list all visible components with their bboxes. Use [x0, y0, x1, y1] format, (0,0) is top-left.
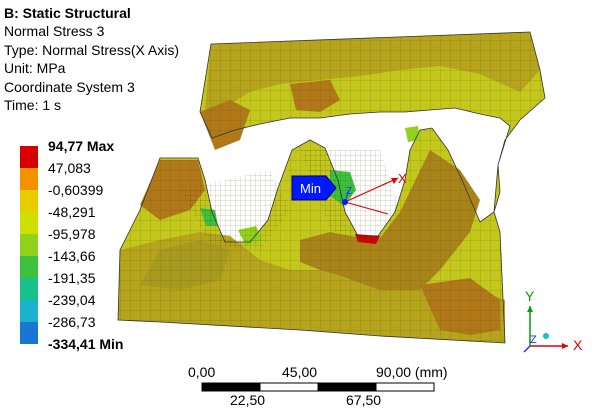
- legend-label: -239,04: [48, 292, 96, 308]
- scale-label-22-5: 22,50: [230, 392, 266, 408]
- scale-bar-graphic: [201, 382, 435, 392]
- triad-y-label: Y: [525, 288, 535, 304]
- legend-row: -191,35: [20, 270, 200, 300]
- result-type: Type: Normal Stress(X Axis): [4, 41, 180, 58]
- triad-graphic: [523, 306, 568, 353]
- legend-label: 47,083: [48, 160, 91, 176]
- legend-label: -95,978: [48, 226, 96, 242]
- legend-row: -95,978: [20, 226, 200, 256]
- legend-label: -286,73: [48, 314, 96, 330]
- legend-swatch: [20, 168, 38, 190]
- legend-label: -48,291: [48, 204, 96, 220]
- scale-label-67-5: 67,50: [346, 392, 382, 408]
- legend-label-max: 94,77 Max: [48, 138, 115, 154]
- legend-swatch: [20, 146, 38, 168]
- scale-bar: 0,00 45,00 90,00 (mm) 22,50 67,50: [170, 360, 470, 408]
- legend-row: -0,60399: [20, 182, 200, 212]
- local-coordinate-axes: X Z: [342, 171, 407, 215]
- legend-swatch: [20, 234, 38, 256]
- legend-label: -143,66: [48, 248, 96, 264]
- min-marker-label: Min: [300, 181, 321, 196]
- legend-row: -48,291: [20, 204, 200, 234]
- probe-x-label: X: [398, 171, 407, 186]
- legend-label-min: -334,41 Min: [48, 336, 124, 352]
- probe-z-label: Z: [346, 186, 352, 197]
- analysis-title: B: Static Structural: [4, 5, 131, 21]
- min-marker[interactable]: Min: [291, 175, 337, 201]
- legend-swatch: [20, 278, 38, 300]
- legend-swatch: [20, 300, 38, 322]
- legend-row: 47,083: [20, 160, 200, 190]
- result-header: B: Static Structural Normal Stress 3 Typ…: [4, 4, 179, 114]
- triad-x-label: X: [573, 337, 583, 353]
- legend-swatch: [20, 190, 38, 212]
- global-triad[interactable]: X Y Z: [508, 288, 588, 360]
- scale-label-0: 0,00: [188, 364, 216, 380]
- legend-row: -143,66: [20, 248, 200, 278]
- legend-swatch: [20, 322, 38, 344]
- result-unit: Unit: MPa: [4, 60, 66, 77]
- coordinate-system: Coordinate System 3: [4, 78, 135, 95]
- legend-row: -286,73: [20, 314, 200, 344]
- legend-swatch: [20, 212, 38, 234]
- result-time: Time: 1 s: [4, 97, 62, 114]
- scale-label-90: 90,00 (mm): [376, 364, 448, 380]
- scale-label-45: 45,00: [282, 364, 318, 380]
- legend-label: -0,60399: [48, 182, 104, 198]
- legend-label: -191,35: [48, 270, 96, 286]
- legend-row: -239,04: [20, 292, 200, 322]
- legend-swatch: [20, 256, 38, 278]
- result-name: Normal Stress 3: [4, 23, 105, 40]
- legend-row-max: 94,77 Max: [20, 138, 200, 168]
- triad-z-label: Z: [530, 334, 537, 346]
